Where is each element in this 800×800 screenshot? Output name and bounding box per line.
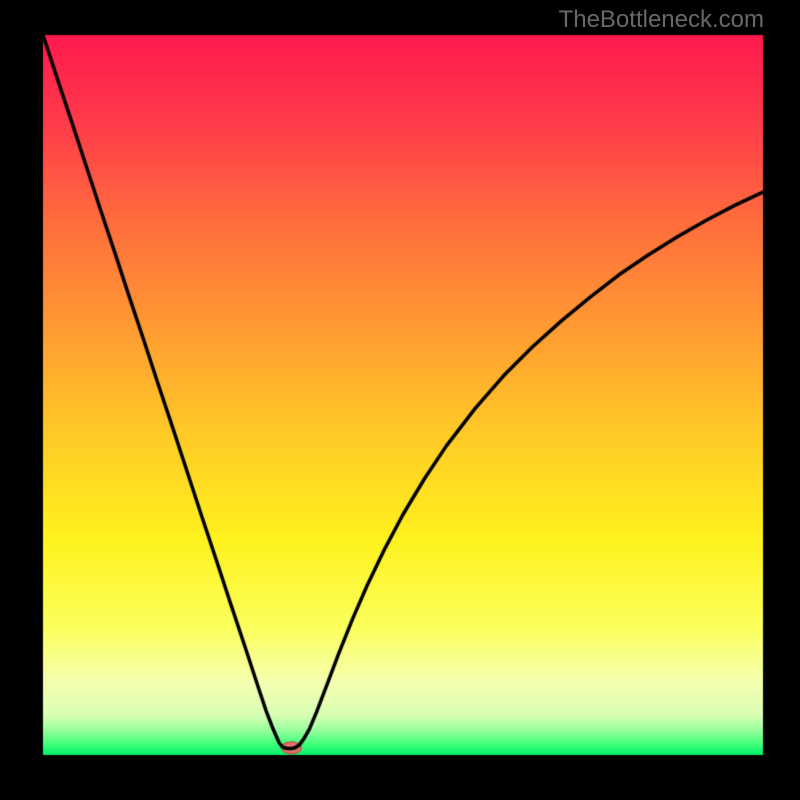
bottleneck-chart	[0, 0, 800, 800]
watermark-text: TheBottleneck.com	[559, 6, 764, 34]
